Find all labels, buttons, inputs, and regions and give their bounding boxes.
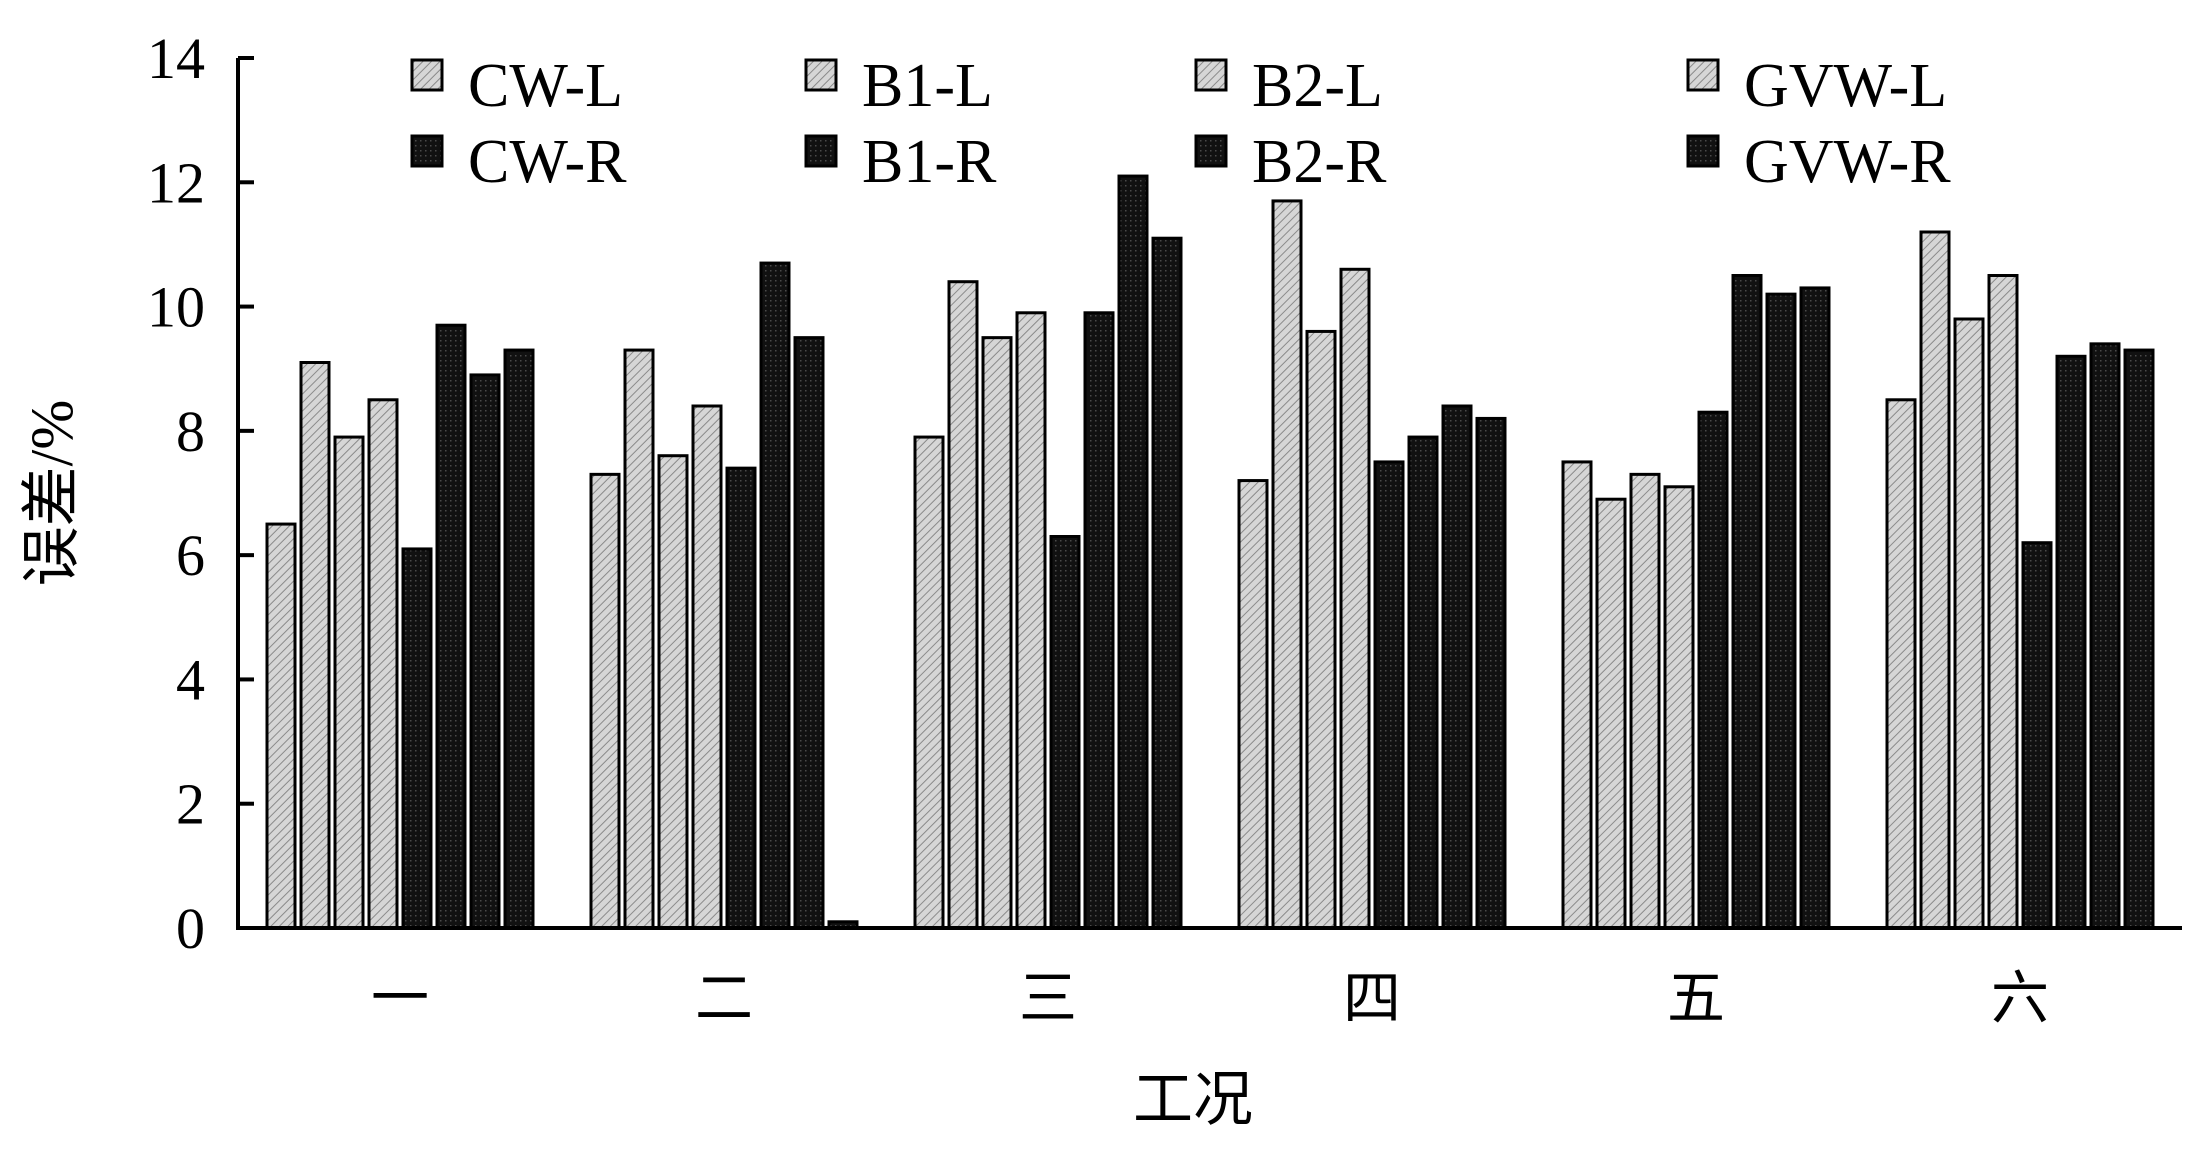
x-tick-label: 一 (371, 966, 429, 1031)
bar-cw-l-2 (589, 472, 621, 930)
bar-gvw-l-1 (367, 398, 399, 930)
bar-b1-l-6 (1919, 230, 1951, 930)
legend-label: CW-R (468, 128, 627, 196)
legend-swatch (1194, 58, 1228, 92)
bar-cw-l-3 (913, 435, 945, 930)
bar-cw-r-1 (401, 547, 433, 930)
legend-swatch (1686, 134, 1720, 168)
y-tick-label: 14 (147, 26, 205, 91)
legend-label: B1-L (862, 52, 993, 120)
bar-b2-l-6 (1953, 317, 1985, 930)
bar-b1-l-1 (299, 361, 331, 930)
bar-cw-l-6 (1885, 398, 1917, 930)
legend-swatch (410, 134, 444, 168)
x-tick-labels: 一二三四五六 (371, 966, 2049, 1031)
bar-gvw-r-1 (503, 348, 535, 930)
bar-gvw-l-2 (691, 404, 723, 930)
bar-cw-r-6 (2021, 541, 2053, 930)
x-axis-title: 工况 (1133, 1067, 1253, 1133)
y-tick-label: 6 (176, 523, 205, 588)
bar-b1-l-4 (1271, 199, 1303, 930)
bar-cw-l-1 (265, 522, 297, 930)
x-tick-label: 二 (695, 966, 753, 1031)
x-tick-label: 六 (1991, 966, 2049, 1031)
bar-gvw-r-4 (1475, 416, 1507, 930)
bar-b1-r-2 (759, 261, 791, 930)
x-tick-label: 五 (1667, 966, 1725, 1031)
x-tick-label: 三 (1019, 966, 1077, 1031)
y-tick-label: 0 (176, 896, 205, 961)
bar-b1-r-3 (1083, 311, 1115, 930)
bar-b2-l-4 (1305, 329, 1337, 930)
bar-cw-r-2 (725, 466, 757, 930)
axes-layer (236, 58, 2182, 930)
bar-cw-r-3 (1049, 535, 1081, 930)
legend-swatch (804, 58, 838, 92)
bar-b1-r-1 (435, 323, 467, 930)
bar-cw-r-5 (1697, 410, 1729, 930)
legend-label: B1-R (862, 128, 997, 196)
bar-b1-l-5 (1595, 497, 1627, 930)
bar-b2-l-3 (981, 336, 1013, 930)
legend-swatch (1686, 58, 1720, 92)
bar-b1-l-2 (623, 348, 655, 930)
y-tick-label: 4 (176, 647, 205, 712)
bar-gvw-l-3 (1015, 311, 1047, 930)
bar-b2-r-5 (1765, 292, 1797, 930)
legend-label: GVW-L (1744, 52, 1947, 120)
bar-gvw-r-3 (1151, 236, 1183, 930)
bar-b2-l-5 (1629, 472, 1661, 930)
y-tick-label: 10 (147, 275, 205, 340)
bar-cw-l-5 (1561, 460, 1593, 930)
bar-b2-l-2 (657, 454, 689, 930)
y-tick-label: 8 (176, 399, 205, 464)
legend-label: B2-L (1252, 52, 1383, 120)
bar-b1-r-6 (2055, 354, 2087, 930)
legend: CW-L B1-L B2-L GVW-L CW-R B1-R B2-R GVW-R (410, 52, 1951, 196)
bar-b2-r-3 (1117, 174, 1149, 930)
legend-label: B2-R (1252, 128, 1387, 196)
bar-gvw-r-6 (2123, 348, 2155, 930)
y-axis-title: 误差/% (19, 400, 85, 587)
bar-gvw-l-6 (1987, 274, 2019, 930)
bar-gvw-l-5 (1663, 485, 1695, 930)
bars-layer (265, 174, 2155, 930)
bar-gvw-l-4 (1339, 267, 1371, 930)
bar-b1-r-5 (1731, 274, 1763, 930)
bar-gvw-r-5 (1799, 286, 1831, 930)
x-tick-label: 四 (1343, 966, 1401, 1031)
bar-b2-r-1 (469, 373, 501, 930)
y-tick-label: 12 (147, 150, 205, 215)
legend-label: GVW-R (1744, 128, 1951, 196)
bar-b2-r-2 (793, 336, 825, 930)
bar-cw-r-4 (1373, 460, 1405, 930)
bar-b2-r-6 (2089, 342, 2121, 930)
y-tick-label: 2 (176, 772, 205, 837)
bar-b1-l-3 (947, 280, 979, 930)
bar-b1-r-4 (1407, 435, 1439, 930)
legend-swatch (410, 58, 444, 92)
bar-cw-l-4 (1237, 479, 1269, 930)
legend-swatch (1194, 134, 1228, 168)
bar-b2-r-4 (1441, 404, 1473, 930)
bar-b2-l-1 (333, 435, 365, 930)
y-ticks: 0 2 4 6 8 10 12 14 (147, 26, 254, 961)
legend-swatch (804, 134, 838, 168)
legend-label: CW-L (468, 52, 623, 120)
